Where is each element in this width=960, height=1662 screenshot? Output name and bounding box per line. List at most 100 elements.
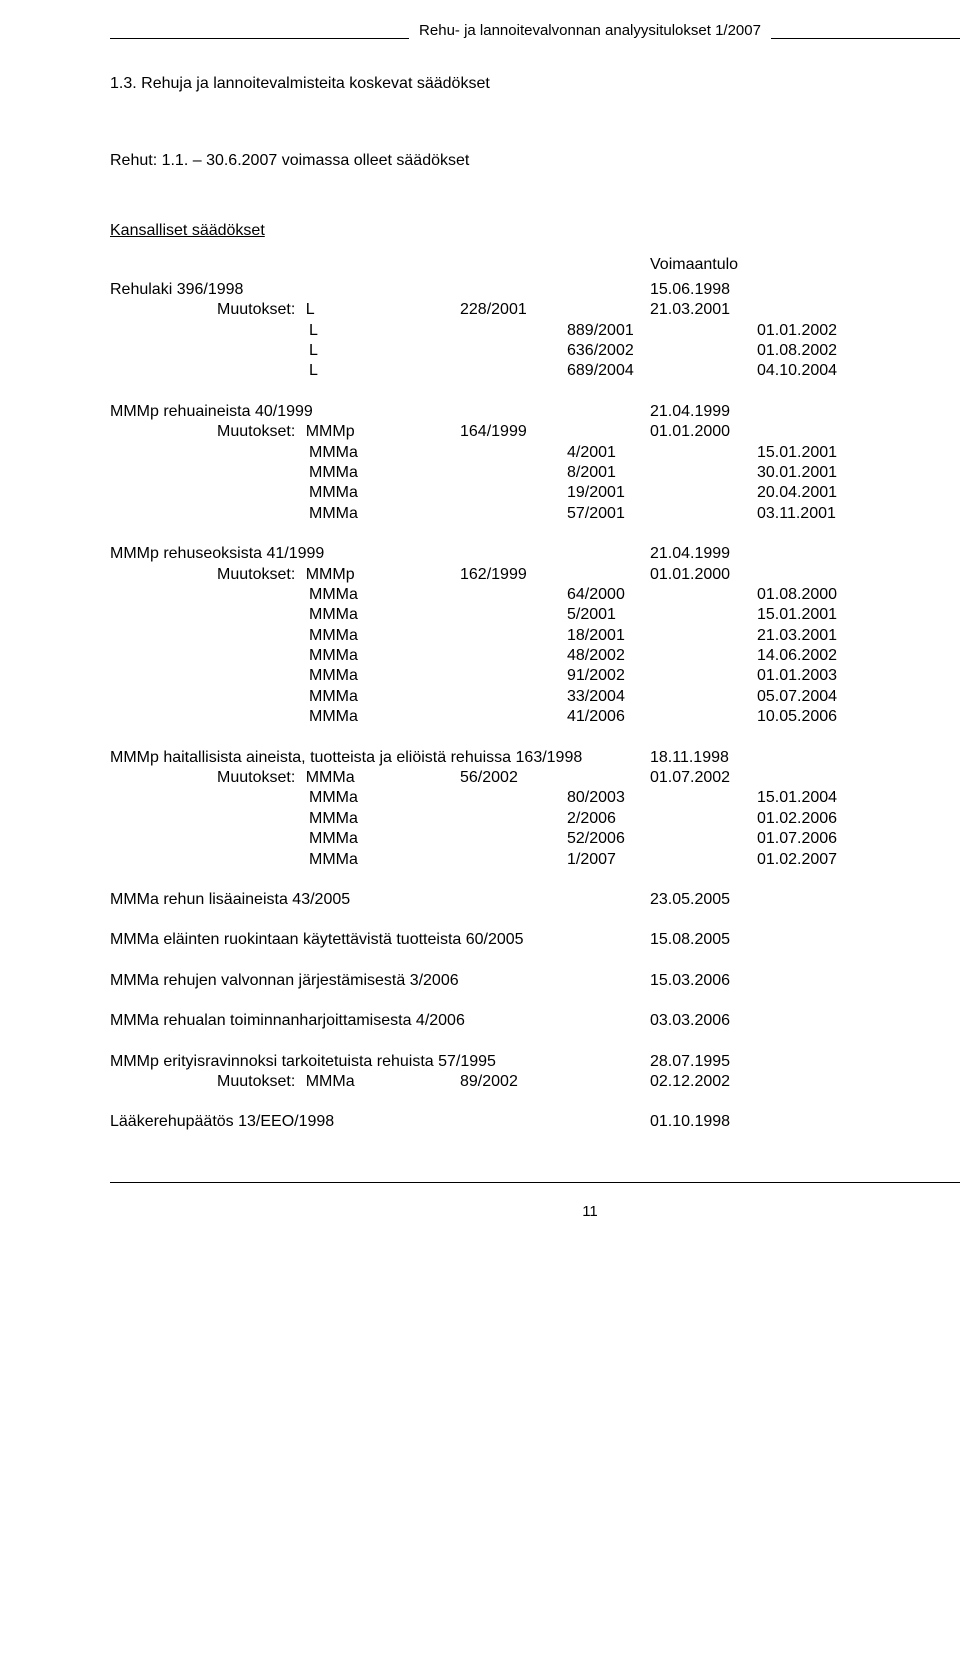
- amendment-date: 01.08.2002: [757, 342, 867, 360]
- amendment-num: 56/2002: [460, 769, 650, 787]
- amendment-num: 41/2006: [567, 708, 757, 726]
- page-footer: 11: [110, 1182, 960, 1220]
- amendment-date: 03.11.2001: [757, 505, 867, 523]
- amendment-num: 689/2004: [567, 362, 757, 380]
- amendment-date: 21.03.2001: [757, 627, 867, 645]
- amendment-num: 80/2003: [567, 789, 757, 807]
- amendment-date: 05.07.2004: [757, 688, 867, 706]
- kansalliset-label: Kansalliset säädökset: [110, 222, 960, 240]
- group-date: 18.11.1998: [650, 749, 760, 767]
- single-date: 15.03.2006: [650, 972, 760, 990]
- amendment-num: 4/2001: [567, 444, 757, 462]
- amendment-row: Muutokset: MMMp162/199901.01.2000: [110, 566, 960, 584]
- amendment-label: MMMa: [110, 586, 567, 604]
- amendment-row: Muutokset: MMMp164/199901.01.2000: [110, 423, 960, 441]
- amendment-date: 01.08.2000: [757, 586, 867, 604]
- single-row: MMMa rehun lisäaineista 43/200523.05.200…: [110, 891, 960, 909]
- amendment-date: 04.10.2004: [757, 362, 867, 380]
- amendment-label: MMMa: [110, 851, 567, 869]
- amendment-num: 19/2001: [567, 484, 757, 502]
- section-heading: 1.3. Rehuja ja lannoitevalmisteita koske…: [110, 75, 960, 93]
- amendment-row: MMMa1/200701.02.2007: [110, 851, 960, 869]
- amendment-date: 01.02.2007: [757, 851, 867, 869]
- amendment-num: 57/2001: [567, 505, 757, 523]
- single-title: MMMa rehujen valvonnan järjestämisestä 3…: [110, 972, 650, 990]
- amendment-row: MMMa52/200601.07.2006: [110, 830, 960, 848]
- amendment-num: 1/2007: [567, 851, 757, 869]
- amendment-label: MMMa: [110, 789, 567, 807]
- erityis-container: MMMp erityisravinnoksi tarkoitetuista re…: [110, 1053, 960, 1092]
- amendment-num: 162/1999: [460, 566, 650, 584]
- group-title-row: MMMp erityisravinnoksi tarkoitetuista re…: [110, 1053, 960, 1071]
- amendment-date: 01.07.2006: [757, 830, 867, 848]
- amendment-row: MMMa57/200103.11.2001: [110, 505, 960, 523]
- amendment-label: MMMa: [110, 627, 567, 645]
- amendment-label: MMMa: [110, 667, 567, 685]
- laake-title: Lääkerehupäätös 13/EEO/1998: [110, 1113, 650, 1131]
- amendment-date: 30.01.2001: [757, 464, 867, 482]
- muutokset-label: Muutokset: L: [110, 301, 460, 319]
- amendment-num: 52/2006: [567, 830, 757, 848]
- group-title: Rehulaki 396/1998: [110, 281, 650, 299]
- muutokset-label: Muutokset: MMMa: [110, 769, 460, 787]
- amendment-label: MMMa: [110, 647, 567, 665]
- amendment-label: MMMa: [110, 708, 567, 726]
- amendment-date: 21.03.2001: [650, 301, 760, 319]
- amendment-label: MMMa: [110, 505, 567, 523]
- single-row: MMMa rehujen valvonnan järjestämisestä 3…: [110, 972, 960, 990]
- amendment-row: MMMa91/200201.01.2003: [110, 667, 960, 685]
- page-header: Rehu- ja lannoitevalvonnan analyysitulok…: [110, 30, 960, 47]
- single-row: MMMa rehualan toiminnanharjoittamisesta …: [110, 1012, 960, 1030]
- group-date: 15.06.1998: [650, 281, 760, 299]
- page-number: 11: [582, 1203, 598, 1220]
- section-number: 1.3.: [110, 75, 137, 92]
- amendment-date: 15.01.2004: [757, 789, 867, 807]
- amendment-label: MMMa: [110, 830, 567, 848]
- group-title: MMMp rehuaineista 40/1999: [110, 403, 650, 421]
- group-date: 28.07.1995: [650, 1053, 760, 1071]
- groups-container: Rehulaki 396/199815.06.1998Muutokset: L2…: [110, 281, 960, 891]
- amendment-row: MMMa5/200115.01.2001: [110, 606, 960, 624]
- amendment-num: 33/2004: [567, 688, 757, 706]
- amendment-date: 15.01.2001: [757, 444, 867, 462]
- amendment-row: MMMa48/200214.06.2002: [110, 647, 960, 665]
- amendment-row: MMMa2/200601.02.2006: [110, 810, 960, 828]
- group-title-row: MMMp rehuseoksista 41/199921.04.1999: [110, 545, 960, 563]
- amendment-date: 01.01.2000: [650, 423, 760, 441]
- amendment-row: MMMa33/200405.07.2004: [110, 688, 960, 706]
- amendment-row: MMMa18/200121.03.2001: [110, 627, 960, 645]
- group-title-row: MMMp haitallisista aineista, tuotteista …: [110, 749, 960, 767]
- amendment-row: Muutokset: MMMa89/200202.12.2002: [110, 1073, 960, 1091]
- amendment-num: 64/2000: [567, 586, 757, 604]
- group-title: MMMp erityisravinnoksi tarkoitetuista re…: [110, 1053, 650, 1071]
- amendment-row: L689/200404.10.2004: [110, 362, 960, 380]
- amendment-date: 01.02.2006: [757, 810, 867, 828]
- amendment-row: MMMa8/200130.01.2001: [110, 464, 960, 482]
- single-date: 15.08.2005: [650, 931, 760, 949]
- amendment-row: Muutokset: L228/200121.03.2001: [110, 301, 960, 319]
- amendment-row: MMMa41/200610.05.2006: [110, 708, 960, 726]
- amendment-num: 228/2001: [460, 301, 650, 319]
- muutokset-label: Muutokset: MMMp: [110, 566, 460, 584]
- amendment-num: 91/2002: [567, 667, 757, 685]
- amendment-row: MMMa4/200115.01.2001: [110, 444, 960, 462]
- amendment-date: 15.01.2001: [757, 606, 867, 624]
- amendment-label: MMMa: [110, 484, 567, 502]
- amendment-num: 164/1999: [460, 423, 650, 441]
- amendment-date: 14.06.2002: [757, 647, 867, 665]
- amendment-num: 48/2002: [567, 647, 757, 665]
- amendment-date: 10.05.2006: [757, 708, 867, 726]
- group-title: MMMp rehuseoksista 41/1999: [110, 545, 650, 563]
- group-date: 21.04.1999: [650, 545, 760, 563]
- amendment-label: MMMa: [110, 606, 567, 624]
- muutokset-label: Muutokset: MMMa: [110, 1073, 460, 1091]
- amendment-num: 2/2006: [567, 810, 757, 828]
- amendment-row: MMMa19/200120.04.2001: [110, 484, 960, 502]
- amendment-row: Muutokset: MMMa56/200201.07.2002: [110, 769, 960, 787]
- single-row: MMMa eläinten ruokintaan käytettävistä t…: [110, 931, 960, 949]
- amendment-date: 01.01.2003: [757, 667, 867, 685]
- laake-row: Lääkerehupäätös 13/EEO/1998 01.10.1998: [110, 1113, 960, 1131]
- amendment-row: MMMa80/200315.01.2004: [110, 789, 960, 807]
- singles-container: MMMa rehun lisäaineista 43/200523.05.200…: [110, 891, 960, 1053]
- section-title-text: Rehuja ja lannoitevalmisteita koskevat s…: [141, 75, 490, 92]
